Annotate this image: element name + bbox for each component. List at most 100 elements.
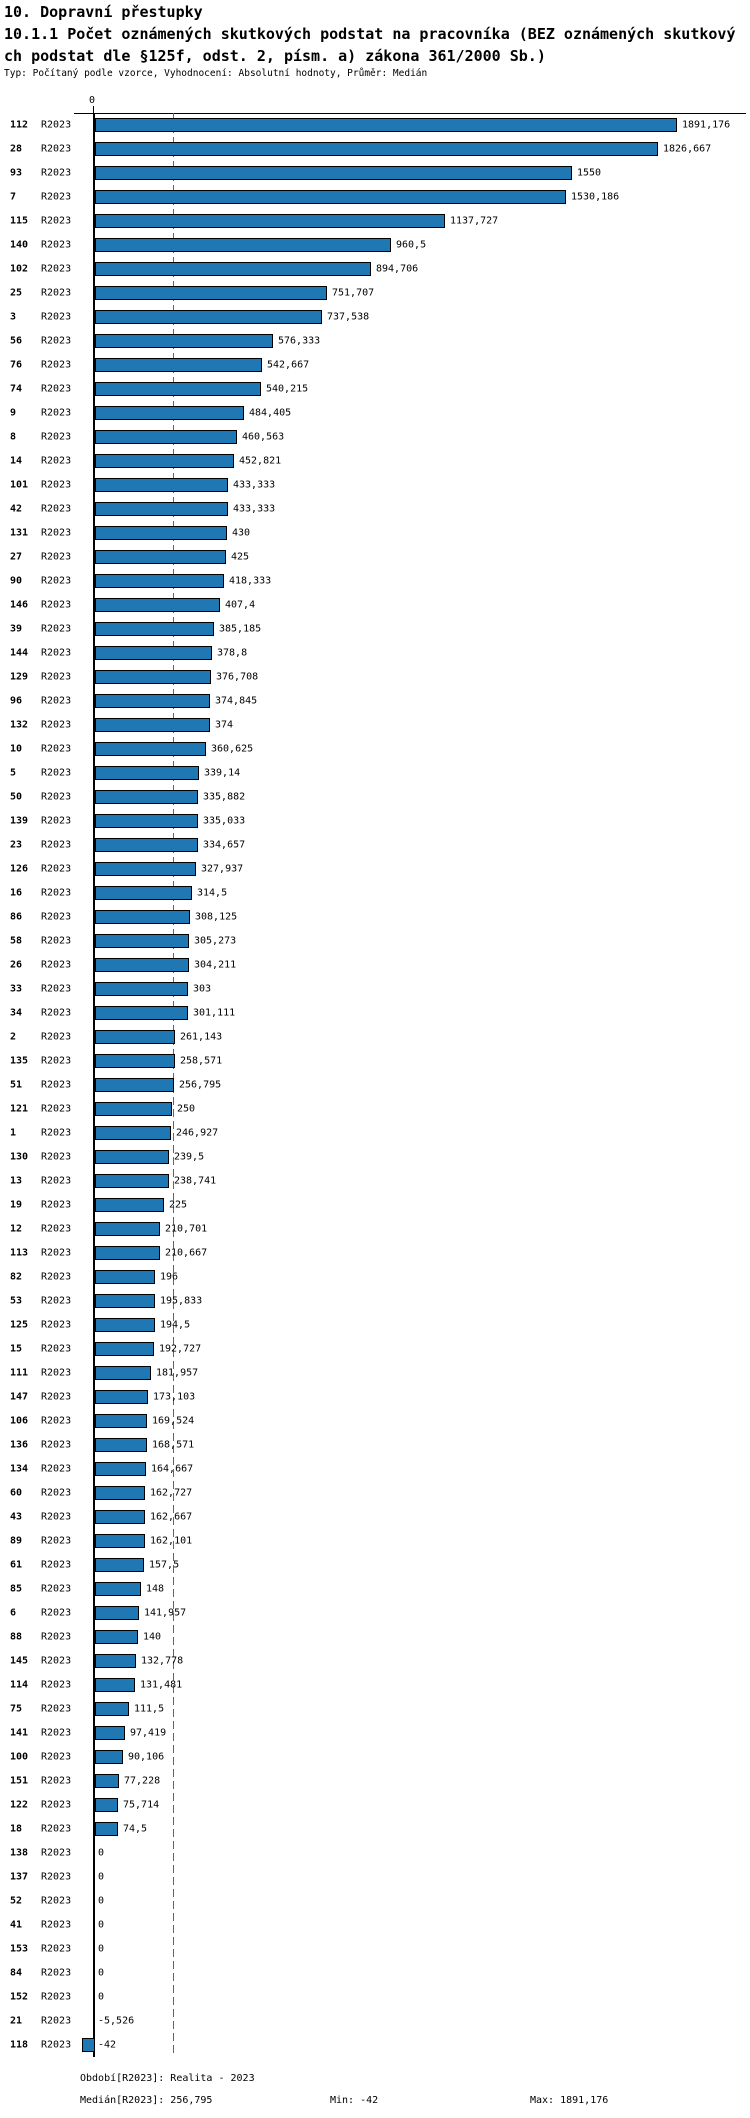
chart-title-line-1: 10.1.1 Počet oznámených skutkových podst…	[4, 25, 736, 43]
row-id-label: 2	[10, 1031, 17, 1043]
row-id-label: 42	[10, 503, 23, 515]
chart-row: 100 R2023 90,106	[0, 1745, 750, 1769]
row-id-label: 84	[10, 1967, 23, 1979]
row-id-label: 7	[10, 191, 17, 203]
bar	[95, 454, 234, 468]
row-series-label: R2023	[41, 1463, 72, 1475]
bar-value-label: 304,211	[194, 959, 237, 971]
bar-value-label: 339,14	[204, 767, 241, 779]
bar	[93, 2014, 95, 2028]
bar	[95, 862, 196, 876]
bar-value-label: 148	[146, 1583, 165, 1595]
bar-value-label: 74,5	[123, 1823, 148, 1835]
row-series-label: R2023	[41, 1631, 72, 1643]
bar-value-label: 0	[98, 1991, 105, 2003]
bar-value-label: 238,741	[174, 1175, 217, 1187]
bar-value-label: 261,143	[180, 1031, 223, 1043]
bar-value-label: 210,701	[165, 1223, 208, 1235]
bar	[95, 1366, 151, 1380]
row-series-label: R2023	[41, 1079, 72, 1091]
chart-row: 50 R2023 335,882	[0, 785, 750, 809]
row-series-label: R2023	[41, 983, 72, 995]
bar	[95, 1318, 155, 1332]
chart-row: 111 R2023 181,957	[0, 1361, 750, 1385]
chart-row: 39 R2023 385,185	[0, 617, 750, 641]
bar-value-label: 737,538	[327, 311, 370, 323]
row-id-label: 41	[10, 1919, 23, 1931]
bar-value-label: 77,228	[124, 1775, 161, 1787]
bar	[95, 1102, 172, 1116]
bar	[95, 430, 237, 444]
footer-period: Období[R2023]: Realita - 2023	[80, 2073, 255, 2084]
chart-row: 8 R2023 460,563	[0, 425, 750, 449]
bar-value-label: 196	[160, 1271, 179, 1283]
row-id-label: 146	[10, 599, 29, 611]
chart-row: 136 R2023 168,571	[0, 1433, 750, 1457]
bar	[95, 958, 189, 972]
bar-value-label: 1891,176	[682, 119, 731, 131]
bar-value-label: 960,5	[396, 239, 427, 251]
row-series-label: R2023	[41, 407, 72, 419]
row-series-label: R2023	[41, 1655, 72, 1667]
row-series-label: R2023	[41, 287, 72, 299]
row-id-label: 39	[10, 623, 23, 635]
bar-value-label: 97,419	[130, 1727, 167, 1739]
chart-row: 14 R2023 452,821	[0, 449, 750, 473]
row-series-label: R2023	[41, 863, 72, 875]
chart-title-line-2: ch podstat dle §125f, odst. 2, písm. a) …	[4, 47, 546, 65]
bar	[95, 1270, 155, 1284]
row-id-label: 114	[10, 1679, 29, 1691]
bar	[95, 1222, 160, 1236]
bar	[95, 790, 198, 804]
row-series-label: R2023	[41, 1895, 72, 1907]
bar-value-label: 327,937	[201, 863, 244, 875]
bar-value-label: 168,571	[152, 1439, 195, 1451]
chart-row: 33 R2023 303	[0, 977, 750, 1001]
bar	[95, 1606, 139, 1620]
bar	[95, 166, 572, 180]
bar-value-label: 303	[193, 983, 212, 995]
row-id-label: 93	[10, 167, 23, 179]
row-series-label: R2023	[41, 479, 72, 491]
row-id-label: 58	[10, 935, 23, 947]
x-axis-line	[74, 113, 746, 114]
zero-tick-label: 0	[89, 95, 96, 106]
row-id-label: 8	[10, 431, 17, 443]
bar	[95, 1510, 145, 1524]
bar-value-label: 484,405	[249, 407, 292, 419]
chart-row: 13 R2023 238,741	[0, 1169, 750, 1193]
chart-row: 74 R2023 540,215	[0, 377, 750, 401]
bar-value-label: 576,333	[278, 335, 321, 347]
chart-row: 10 R2023 360,625	[0, 737, 750, 761]
chart-row: 86 R2023 308,125	[0, 905, 750, 929]
chart-row: 101 R2023 433,333	[0, 473, 750, 497]
row-id-label: 33	[10, 983, 23, 995]
bar-value-label: 542,667	[267, 359, 310, 371]
bar	[95, 334, 273, 348]
row-id-label: 137	[10, 1871, 29, 1883]
row-id-label: 25	[10, 287, 23, 299]
chart-row: 51 R2023 256,795	[0, 1073, 750, 1097]
chart-row: 23 R2023 334,657	[0, 833, 750, 857]
row-id-label: 153	[10, 1943, 29, 1955]
row-series-label: R2023	[41, 1823, 72, 1835]
bar-value-label: 192,727	[159, 1343, 202, 1355]
bar-value-label: 173,103	[153, 1391, 196, 1403]
row-id-label: 138	[10, 1847, 29, 1859]
chart-row: 28 R2023 1826,667	[0, 137, 750, 161]
chart-row: 131 R2023 430	[0, 521, 750, 545]
row-id-label: 96	[10, 695, 23, 707]
bar	[95, 142, 658, 156]
row-series-label: R2023	[41, 1679, 72, 1691]
bar-value-label: 75,714	[123, 1799, 160, 1811]
row-id-label: 122	[10, 1799, 29, 1811]
bar	[95, 622, 214, 636]
bar-value-label: 210,667	[165, 1247, 208, 1259]
bar-value-label: 0	[98, 1895, 105, 1907]
row-id-label: 118	[10, 2039, 29, 2051]
bar	[95, 502, 228, 516]
bar-value-label: 258,571	[180, 1055, 223, 1067]
row-id-label: 21	[10, 2015, 23, 2027]
row-id-label: 140	[10, 239, 29, 251]
bar-value-label: 314,5	[197, 887, 228, 899]
